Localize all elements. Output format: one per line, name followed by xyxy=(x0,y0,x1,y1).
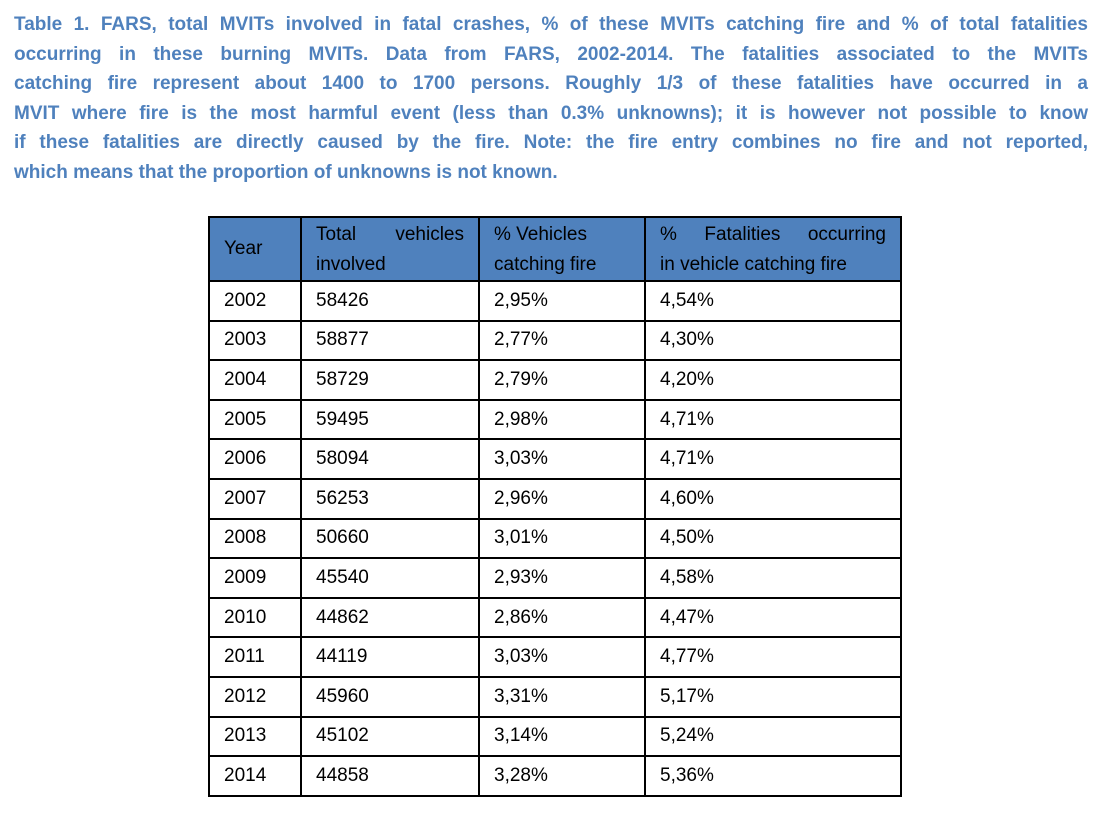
header-fire-line2: catching fire xyxy=(494,254,597,275)
cell-total: 58729 xyxy=(300,359,480,401)
cell-year: 2004 xyxy=(208,359,302,401)
cell-fire: 2,95% xyxy=(478,280,646,322)
cell-total: 59495 xyxy=(300,398,480,441)
cell-year: 2010 xyxy=(208,596,302,639)
header-fatal-line2: in vehicle catching fire xyxy=(660,254,847,275)
table-row: 2008 50660 3,01% 4,50% xyxy=(208,517,902,560)
header-year-label: Year xyxy=(224,238,263,259)
caption-line: if these fatalities are directly caused … xyxy=(14,132,1088,154)
cell-total: 45102 xyxy=(300,715,480,758)
cell-fatal: 4,30% xyxy=(644,319,902,362)
header-fatalities: % Fatalities occurring in vehicle catchi… xyxy=(644,216,902,282)
caption-line: which means that the proportion of unkno… xyxy=(14,161,558,183)
table-caption: Table 1. FARS, total MVITs involved in f… xyxy=(14,10,1088,188)
cell-total: 44858 xyxy=(300,755,480,797)
cell-fire: 3,01% xyxy=(478,517,646,560)
cell-total: 50660 xyxy=(300,517,480,560)
header-total-line1: Total vehicles xyxy=(316,224,464,245)
table-row: 2011 44119 3,03% 4,77% xyxy=(208,636,902,678)
header-fatal-line1: % Fatalities occurring xyxy=(660,224,886,245)
cell-fire: 3,03% xyxy=(478,636,646,678)
caption-line: occurring in these burning MVITs. Data f… xyxy=(14,43,1088,65)
table-row: 2014 44858 3,28% 5,36% xyxy=(208,755,902,797)
cell-total: 58094 xyxy=(300,438,480,480)
cell-fatal: 4,60% xyxy=(644,477,902,520)
table-row: 2012 45960 3,31% 5,17% xyxy=(208,675,902,718)
caption-line: Table 1. FARS, total MVITs involved in f… xyxy=(14,14,1088,35)
table-row: 2007 56253 2,96% 4,60% xyxy=(208,477,902,520)
table-body: 2002 58426 2,95% 4,54% 2003 58877 2,77% 4,30% … xyxy=(208,280,902,797)
cell-year: 2014 xyxy=(208,755,302,797)
cell-total: 58877 xyxy=(300,319,480,362)
table-row: 2013 45102 3,14% 5,24% xyxy=(208,715,902,758)
header-fire-line1: % Vehicles xyxy=(494,224,587,245)
cell-fatal: 5,36% xyxy=(644,755,902,797)
header-total-line2: involved xyxy=(316,254,386,275)
table-row: 2003 58877 2,77% 4,30% xyxy=(208,319,902,362)
table-row: 2005 59495 2,98% 4,71% xyxy=(208,398,902,441)
cell-fatal: 4,50% xyxy=(644,517,902,560)
cell-total: 44862 xyxy=(300,596,480,639)
cell-fatal: 4,20% xyxy=(644,359,902,401)
cell-year: 2005 xyxy=(208,398,302,441)
table-row: 2006 58094 3,03% 4,71% xyxy=(208,438,902,480)
cell-fire: 3,03% xyxy=(478,438,646,480)
caption-line: MVIT where fire is the most harmful even… xyxy=(14,102,1088,124)
cell-total: 45540 xyxy=(300,557,480,599)
cell-fire: 3,31% xyxy=(478,675,646,718)
cell-fire: 2,93% xyxy=(478,557,646,599)
table-row: 2002 58426 2,95% 4,54% xyxy=(208,280,902,322)
cell-year: 2009 xyxy=(208,557,302,599)
table-row: 2009 45540 2,93% 4,58% xyxy=(208,557,902,599)
cell-year: 2006 xyxy=(208,438,302,480)
cell-fatal: 4,47% xyxy=(644,596,902,639)
cell-year: 2011 xyxy=(208,636,302,678)
table-header: Year Total vehicles involved % Vehicles … xyxy=(208,216,902,282)
cell-fatal: 5,24% xyxy=(644,715,902,758)
cell-total: 44119 xyxy=(300,636,480,678)
cell-fire: 2,79% xyxy=(478,359,646,401)
cell-total: 56253 xyxy=(300,477,480,520)
header-year: Year xyxy=(208,216,302,282)
cell-year: 2003 xyxy=(208,319,302,362)
cell-fatal: 4,77% xyxy=(644,636,902,678)
caption-line: catching fire represent about 1400 to 17… xyxy=(14,73,1088,95)
header-row: Year Total vehicles involved % Vehicles … xyxy=(208,216,902,282)
cell-year: 2002 xyxy=(208,280,302,322)
cell-fire: 3,14% xyxy=(478,715,646,758)
header-total-vehicles: Total vehicles involved xyxy=(300,216,480,282)
cell-fire: 2,86% xyxy=(478,596,646,639)
fars-data-table: Year Total vehicles involved % Vehicles … xyxy=(208,216,902,797)
cell-total: 58426 xyxy=(300,280,480,322)
cell-year: 2007 xyxy=(208,477,302,520)
cell-fatal: 4,54% xyxy=(644,280,902,322)
cell-fire: 2,96% xyxy=(478,477,646,520)
cell-fire: 3,28% xyxy=(478,755,646,797)
cell-year: 2013 xyxy=(208,715,302,758)
table-row: 2004 58729 2,79% 4,20% xyxy=(208,359,902,401)
cell-year: 2012 xyxy=(208,675,302,718)
cell-fatal: 4,71% xyxy=(644,438,902,480)
table-row: 2010 44862 2,86% 4,47% xyxy=(208,596,902,639)
cell-fatal: 5,17% xyxy=(644,675,902,718)
cell-fire: 2,77% xyxy=(478,319,646,362)
header-vehicles-fire: % Vehicles catching fire xyxy=(478,216,646,282)
cell-fire: 2,98% xyxy=(478,398,646,441)
cell-total: 45960 xyxy=(300,675,480,718)
cell-fatal: 4,71% xyxy=(644,398,902,441)
cell-fatal: 4,58% xyxy=(644,557,902,599)
cell-year: 2008 xyxy=(208,517,302,560)
